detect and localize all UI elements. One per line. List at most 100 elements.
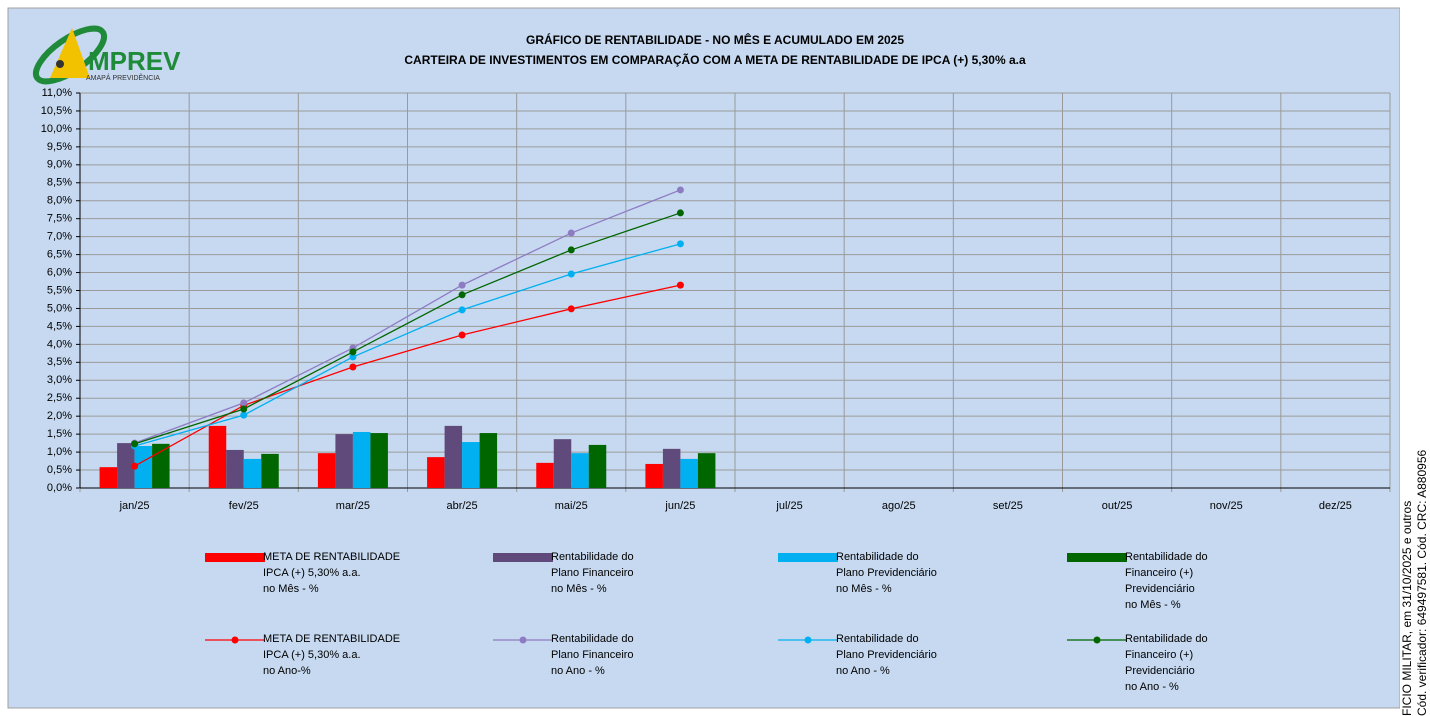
line-marker [458, 291, 466, 299]
chart-subtitle: CARTEIRA DE INVESTIMENTOS EM COMPARAÇÃO … [404, 52, 1026, 67]
y-tick-label: 4,5% [47, 320, 72, 332]
line [134, 189, 681, 444]
line-marker [676, 186, 684, 194]
line-marker [240, 399, 248, 407]
y-tick-label: 0,5% [47, 464, 72, 476]
line-marker [131, 440, 139, 448]
x-tick-label: jul/25 [775, 500, 802, 512]
bar [261, 453, 279, 488]
bar [662, 448, 681, 488]
bar [317, 453, 336, 488]
bar [352, 431, 371, 488]
y-tick-label: 5,5% [47, 284, 72, 296]
line-marker [458, 281, 466, 289]
y-tick-label: 7,0% [47, 231, 72, 243]
bar [462, 442, 480, 488]
y-tick-label: 8,0% [47, 195, 72, 207]
line-marker [240, 405, 248, 413]
x-tick-label: nov/25 [1210, 500, 1243, 512]
line [134, 212, 681, 445]
y-tick-label: 9,5% [47, 141, 72, 153]
chart: MPREV AMAPÁ PREVIDÊNCIA GRÁFICO DE RENTA… [7, 7, 1400, 709]
legend-label: Rentabilidade do Plano Financeiro no Ano… [551, 633, 634, 677]
x-tick-label: jan/25 [119, 500, 150, 512]
legend-marker [519, 636, 527, 644]
y-tick-label: 1,5% [47, 428, 72, 440]
bar [226, 449, 244, 488]
legend-label: Rentabilidade do Plano Previdenciário no… [836, 633, 937, 677]
x-tick-label: fev/25 [229, 500, 259, 512]
bar [571, 453, 589, 488]
legend-swatch [778, 553, 838, 562]
x-tick-label: set/25 [993, 500, 1023, 512]
bar [243, 458, 262, 488]
y-tick-label: 6,5% [47, 248, 72, 260]
bar [335, 434, 353, 488]
y-tick-label: 10,0% [41, 123, 72, 135]
bar [427, 457, 445, 488]
y-tick-label: 10,5% [41, 105, 72, 117]
line-marker [458, 306, 466, 314]
bar [645, 463, 663, 488]
line [134, 284, 681, 467]
side-note: FICIO MILITAR, em 31/10/2025 e outros [1400, 500, 1414, 716]
bar [370, 433, 388, 488]
bar [680, 458, 698, 488]
x-tick-label: out/25 [1102, 500, 1133, 512]
bar [117, 443, 135, 488]
bar [444, 425, 463, 488]
y-tick-label: 1,0% [47, 446, 72, 458]
y-tick-label: 4,0% [47, 338, 72, 350]
bar [134, 445, 153, 488]
x-tick-label: mar/25 [336, 500, 370, 512]
y-tick-label: 11,0% [42, 87, 73, 99]
line-marker [458, 331, 466, 339]
legend-swatch [1067, 553, 1127, 562]
bar [553, 439, 572, 488]
line-marker [349, 353, 357, 361]
line-marker [567, 270, 575, 278]
x-tick-label: abr/25 [446, 500, 477, 512]
line-marker [676, 281, 684, 289]
line-marker [676, 240, 684, 248]
side-note: Cód. verificador: 649497581. Cód. CRC: A… [1415, 449, 1429, 716]
logo-subtitle: AMAPÁ PREVIDÊNCIA [86, 73, 160, 82]
x-tick-label: mai/25 [555, 500, 588, 512]
y-tick-label: 5,0% [47, 302, 72, 314]
line-marker [567, 305, 575, 313]
legend-label: Rentabilidade do Plano Financeiro no Mês… [551, 551, 634, 595]
legend-label: Rentabilidade do Plano Previdenciário no… [836, 551, 937, 595]
y-tick-label: 0,0% [47, 482, 72, 494]
legend-label: Rentabilidade do Financeiro (+) Previden… [1125, 633, 1208, 693]
y-tick-label: 3,0% [47, 374, 72, 386]
y-tick-label: 8,5% [47, 177, 72, 189]
line-marker [567, 229, 575, 237]
x-tick-label: jun/25 [664, 500, 695, 512]
bar [208, 425, 227, 488]
line-marker [349, 348, 357, 356]
y-tick-label: 9,0% [47, 159, 72, 171]
chart-title: GRÁFICO DE RENTABILIDADE - NO MÊS E ACUM… [526, 32, 904, 47]
y-tick-label: 6,0% [47, 266, 72, 278]
y-tick-label: 2,0% [47, 410, 72, 422]
chart-background [7, 7, 1400, 709]
line-marker [131, 462, 139, 470]
legend-label: META DE RENTABILIDADE IPCA (+) 5,30% a.a… [263, 551, 401, 595]
legend-marker [1093, 636, 1101, 644]
bar [99, 467, 118, 488]
legend-swatch [493, 553, 553, 562]
line-marker [240, 411, 248, 419]
line [134, 243, 681, 447]
y-tick-label: 2,5% [47, 392, 72, 404]
x-tick-label: dez/25 [1319, 500, 1352, 512]
legend-label: META DE RENTABILIDADE IPCA (+) 5,30% a.a… [263, 633, 401, 677]
logo-name: MPREV [88, 46, 181, 76]
legend-swatch [205, 553, 265, 562]
y-tick-label: 3,5% [47, 356, 72, 368]
line-marker [567, 246, 575, 254]
bar [152, 443, 170, 488]
y-tick-label: 7,5% [47, 213, 72, 225]
x-tick-label: ago/25 [882, 500, 916, 512]
legend-marker [231, 636, 239, 644]
